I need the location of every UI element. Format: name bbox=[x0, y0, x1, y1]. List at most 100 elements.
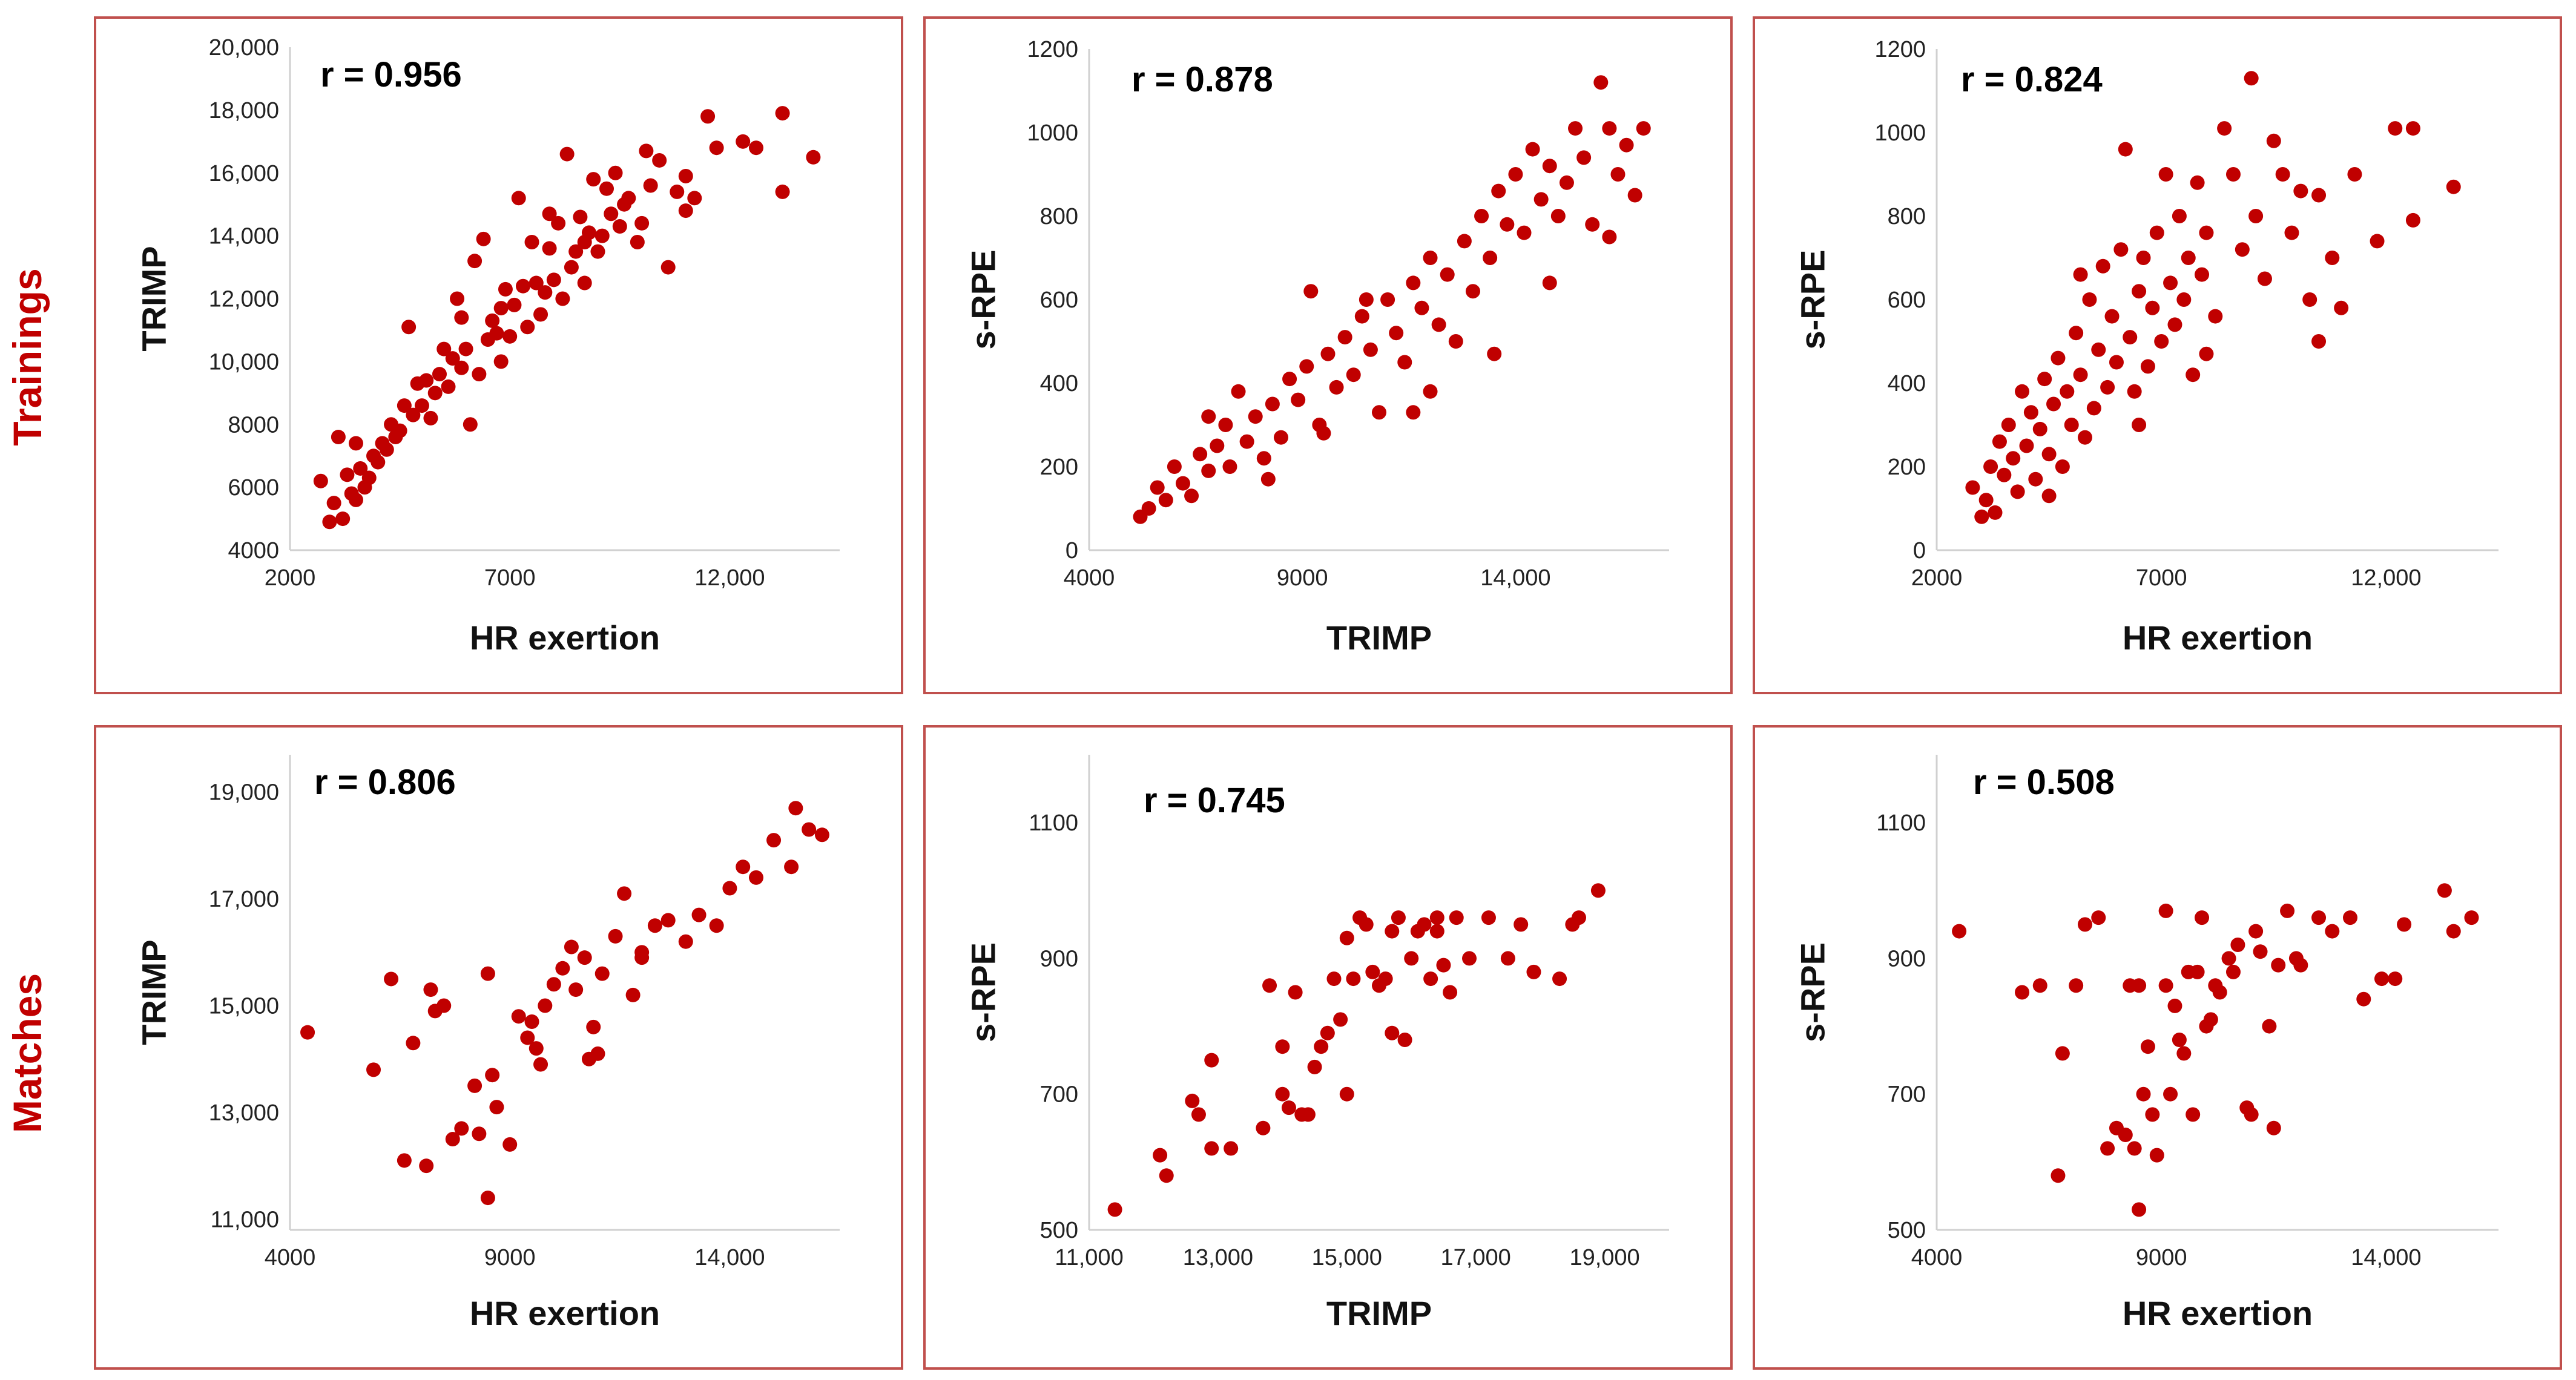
data-point bbox=[1153, 1148, 1168, 1163]
data-point bbox=[1204, 1053, 1219, 1068]
data-point bbox=[678, 203, 693, 218]
data-point bbox=[441, 379, 456, 394]
data-point bbox=[348, 492, 363, 507]
data-point bbox=[1300, 1107, 1316, 1122]
data-point bbox=[480, 1191, 495, 1206]
data-point bbox=[577, 950, 592, 965]
y-tick-label: 1200 bbox=[1874, 37, 1926, 62]
data-point bbox=[1281, 1100, 1296, 1116]
x-tick-label: 19,000 bbox=[1569, 1245, 1639, 1270]
data-point bbox=[634, 950, 650, 965]
data-point bbox=[748, 870, 763, 885]
y-tick-label: 200 bbox=[1040, 455, 1078, 480]
data-point bbox=[1260, 472, 1276, 487]
y-tick-label: 1200 bbox=[1027, 37, 1078, 62]
data-point bbox=[2123, 978, 2138, 993]
data-point bbox=[2145, 1107, 2160, 1122]
y-tick-label: 900 bbox=[1040, 946, 1078, 971]
data-point bbox=[2132, 418, 2147, 432]
data-point bbox=[1282, 372, 1297, 387]
data-point bbox=[2190, 175, 2205, 190]
data-point bbox=[784, 859, 799, 875]
data-point bbox=[2311, 188, 2327, 203]
data-point bbox=[1273, 430, 1288, 445]
data-point bbox=[559, 146, 575, 162]
data-point bbox=[1500, 217, 1515, 232]
correlation-label: r = 0.745 bbox=[1144, 781, 1285, 820]
data-point bbox=[2293, 958, 2308, 973]
data-point bbox=[1204, 1141, 1219, 1156]
data-point bbox=[480, 966, 495, 981]
data-point bbox=[1265, 396, 1280, 412]
data-point bbox=[2208, 309, 2223, 324]
data-point bbox=[678, 934, 693, 949]
data-point bbox=[454, 310, 469, 325]
data-point bbox=[555, 961, 570, 976]
data-point bbox=[2082, 292, 2097, 307]
data-point bbox=[660, 260, 676, 275]
data-point bbox=[1449, 910, 1464, 925]
data-point bbox=[1462, 951, 1477, 966]
data-point bbox=[1191, 1107, 1206, 1122]
data-point bbox=[1983, 459, 1998, 474]
data-point bbox=[564, 939, 579, 954]
x-tick-label: 12,000 bbox=[2351, 565, 2421, 591]
data-point bbox=[533, 307, 548, 322]
data-point bbox=[423, 410, 438, 426]
data-point bbox=[1275, 1086, 1290, 1102]
data-point bbox=[397, 1153, 412, 1168]
y-axis-title: s-RPE bbox=[1794, 942, 1832, 1042]
data-point bbox=[1359, 292, 1374, 307]
y-tick-label: 20,000 bbox=[209, 35, 279, 61]
data-point bbox=[2271, 958, 2286, 973]
data-point bbox=[647, 918, 662, 933]
data-point bbox=[2001, 418, 2016, 432]
data-point bbox=[2405, 212, 2420, 228]
data-point bbox=[2136, 1086, 2151, 1102]
data-point bbox=[617, 197, 632, 212]
data-point bbox=[568, 982, 584, 997]
data-point bbox=[2051, 350, 2066, 366]
y-tick-label: 8000 bbox=[228, 412, 279, 438]
data-point bbox=[2446, 924, 2461, 939]
data-point bbox=[2275, 167, 2290, 182]
data-point bbox=[2064, 418, 2079, 432]
data-point bbox=[2212, 985, 2227, 1000]
data-point bbox=[2405, 121, 2420, 136]
data-point bbox=[2203, 1012, 2218, 1027]
x-tick-label: 17,000 bbox=[1441, 1245, 1511, 1270]
data-point bbox=[634, 215, 650, 231]
y-tick-label: 1000 bbox=[1874, 120, 1926, 146]
data-point bbox=[1288, 985, 1303, 1000]
data-point bbox=[2186, 1107, 2201, 1122]
data-point bbox=[1201, 463, 1216, 478]
data-point bbox=[2158, 978, 2173, 993]
data-point bbox=[1965, 480, 1980, 495]
data-point bbox=[625, 987, 641, 1002]
data-point bbox=[1262, 978, 1277, 993]
data-point bbox=[586, 172, 601, 187]
data-point bbox=[577, 275, 592, 291]
data-point bbox=[335, 511, 351, 527]
data-point bbox=[2176, 292, 2192, 307]
chart-svg: 500 700 900 1100 11,000 13,000 15,000 17,000 19,… bbox=[964, 755, 1669, 1332]
data-point bbox=[1500, 951, 1515, 966]
data-point bbox=[1339, 1086, 1354, 1102]
chart-svg: 4000 6000 8000 10,000 12,000 14,000 16,000 18,0… bbox=[135, 35, 840, 657]
data-point bbox=[691, 907, 707, 922]
x-tick-label: 9000 bbox=[484, 1245, 536, 1270]
data-point bbox=[1465, 284, 1480, 299]
data-point bbox=[802, 822, 817, 837]
data-point bbox=[427, 386, 443, 401]
data-point bbox=[2136, 251, 2151, 265]
x-tick-label: 7000 bbox=[2136, 565, 2187, 591]
y-tick-label: 1000 bbox=[1027, 120, 1078, 146]
data-point bbox=[775, 106, 790, 121]
data-point bbox=[476, 231, 491, 246]
data-point bbox=[529, 275, 544, 291]
data-point bbox=[1576, 150, 1592, 165]
data-point bbox=[1397, 355, 1412, 370]
data-point bbox=[2437, 883, 2452, 898]
data-point bbox=[2230, 938, 2245, 952]
y-tick-label: 700 bbox=[1040, 1082, 1078, 1108]
